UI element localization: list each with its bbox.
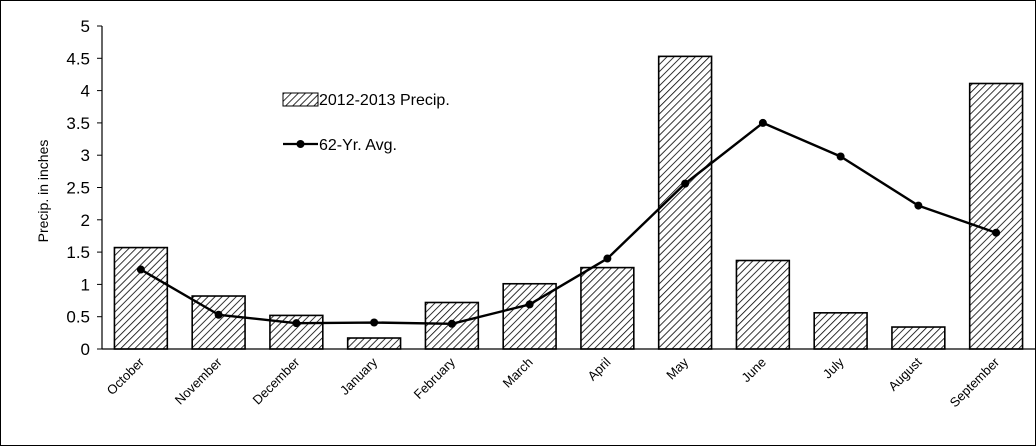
x-label-october: October xyxy=(104,354,148,398)
bar-april xyxy=(580,266,635,350)
y-tick-label: 0.5 xyxy=(66,308,90,327)
avg-line-layer xyxy=(136,118,1001,328)
avg-point-december xyxy=(292,319,301,328)
avg-point-may xyxy=(681,179,690,188)
bar-june xyxy=(735,259,791,350)
x-label-january: January xyxy=(337,354,381,398)
legend-bar-swatch xyxy=(282,92,319,107)
y-tick-label: 1 xyxy=(81,275,90,294)
legend: 2012-2013 Precip. 62-Yr. Avg. xyxy=(282,92,450,154)
x-category-labels: October November December January February Ma… xyxy=(104,354,1003,410)
y-axis-title: Precip. in inches xyxy=(35,140,51,243)
avg-line xyxy=(140,121,997,326)
avg-point-march xyxy=(525,300,534,309)
avg-point-november xyxy=(214,310,223,319)
y-tick-label: 1.5 xyxy=(66,243,90,262)
y-tick-label: 4.5 xyxy=(66,49,90,68)
y-tick-label: 0 xyxy=(81,340,90,359)
bar-july xyxy=(813,312,868,350)
avg-point-june xyxy=(758,118,767,127)
x-label-april: April xyxy=(584,354,613,383)
bars-layer xyxy=(113,55,1024,350)
x-label-march: March xyxy=(500,355,536,391)
legend-label-bars: 2012-2013 Precip. xyxy=(319,92,450,109)
y-tick-label: 2.5 xyxy=(66,179,90,198)
avg-point-january xyxy=(370,318,379,327)
x-label-august: August xyxy=(885,354,924,393)
avg-point-september xyxy=(992,228,1001,237)
bar-october xyxy=(113,246,169,350)
legend-label-line: 62-Yr. Avg. xyxy=(319,137,397,154)
x-label-june: June xyxy=(738,355,769,386)
legend-line-marker xyxy=(296,140,305,148)
x-label-december: December xyxy=(249,354,302,407)
y-tick-label: 3.5 xyxy=(66,114,90,133)
bar-september xyxy=(968,82,1024,350)
bar-august xyxy=(891,326,946,350)
x-label-july: July xyxy=(820,354,847,381)
y-tick-label: 2 xyxy=(81,211,90,230)
y-tick-label: 3 xyxy=(81,146,90,165)
y-ticks: 0 0.5 1 1.5 2 2.5 3 3.5 4 4.5 5 xyxy=(66,17,102,359)
avg-point-october xyxy=(136,265,145,274)
x-label-may: May xyxy=(663,354,691,382)
x-label-november: November xyxy=(172,354,225,407)
avg-point-july xyxy=(836,152,845,161)
y-tick-label: 5 xyxy=(81,17,90,36)
x-label-september: September xyxy=(947,354,1003,410)
x-label-february: February xyxy=(411,354,459,402)
avg-point-february xyxy=(447,319,456,328)
bar-january xyxy=(346,337,402,350)
avg-point-april xyxy=(603,254,612,263)
y-tick-label: 4 xyxy=(81,82,90,101)
avg-point-august xyxy=(914,201,923,210)
